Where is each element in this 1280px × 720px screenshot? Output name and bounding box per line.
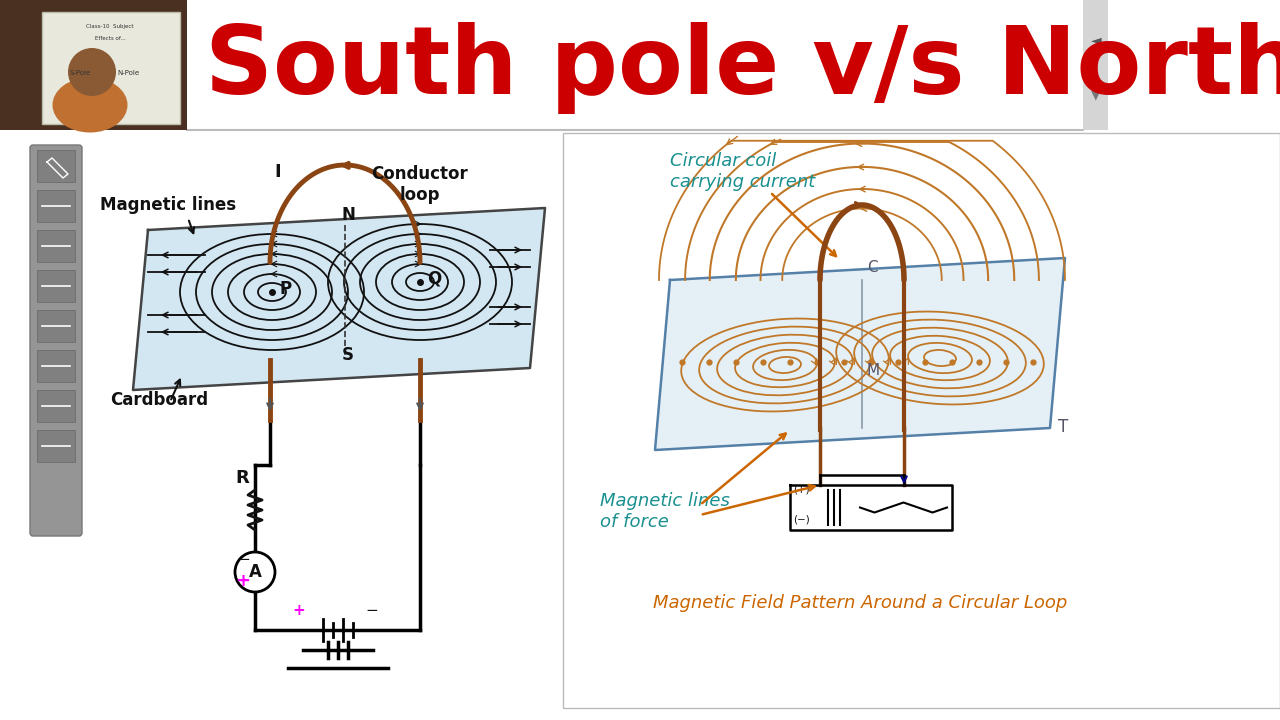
Ellipse shape: [52, 78, 128, 132]
Text: Magnetic lines: Magnetic lines: [100, 196, 236, 214]
Text: N: N: [340, 206, 355, 224]
Text: R: R: [236, 469, 248, 487]
Text: (−): (−): [794, 514, 810, 524]
Bar: [37, 350, 76, 382]
Text: −: −: [237, 552, 250, 567]
Bar: [563, 133, 1280, 708]
Bar: [0, 0, 187, 130]
Text: Magnetic Field Pattern Around a Circular Loop: Magnetic Field Pattern Around a Circular…: [653, 594, 1068, 612]
Bar: [42, 12, 180, 124]
Text: ▼: ▼: [1091, 89, 1101, 102]
Polygon shape: [655, 258, 1065, 450]
Text: Magnetic lines
of force: Magnetic lines of force: [600, 492, 730, 531]
Text: S: S: [342, 346, 355, 364]
Text: ◄: ◄: [1091, 33, 1101, 47]
Text: South pole v/s North pole: South pole v/s North pole: [205, 22, 1280, 114]
Bar: [37, 150, 76, 182]
Text: Circular coil
carrying current: Circular coil carrying current: [669, 152, 815, 191]
Bar: [37, 270, 76, 302]
Text: P: P: [280, 280, 292, 298]
Text: Conductor
loop: Conductor loop: [371, 165, 468, 204]
Bar: [37, 430, 76, 462]
Bar: [37, 390, 76, 422]
Text: M: M: [867, 363, 881, 378]
Text: S-Pole: S-Pole: [69, 70, 91, 76]
Text: I: I: [275, 163, 282, 181]
FancyBboxPatch shape: [29, 145, 82, 536]
Polygon shape: [133, 208, 545, 390]
Bar: [37, 310, 76, 342]
Text: N-Pole: N-Pole: [116, 70, 140, 76]
Text: C: C: [867, 260, 878, 275]
Text: Class-10  Subject: Class-10 Subject: [86, 24, 133, 29]
Text: A: A: [248, 563, 261, 581]
Text: (+): (+): [794, 485, 810, 495]
Text: Q: Q: [426, 270, 442, 288]
Bar: [37, 230, 76, 262]
Text: +: +: [293, 603, 305, 618]
Bar: [1083, 0, 1108, 130]
Text: T: T: [1059, 418, 1069, 436]
Text: Cardboard: Cardboard: [110, 391, 209, 409]
Text: Effects of...: Effects of...: [95, 36, 125, 41]
Text: +: +: [236, 572, 250, 590]
Text: −: −: [366, 603, 379, 618]
Bar: [37, 190, 76, 222]
Circle shape: [68, 48, 116, 96]
Circle shape: [236, 552, 275, 592]
